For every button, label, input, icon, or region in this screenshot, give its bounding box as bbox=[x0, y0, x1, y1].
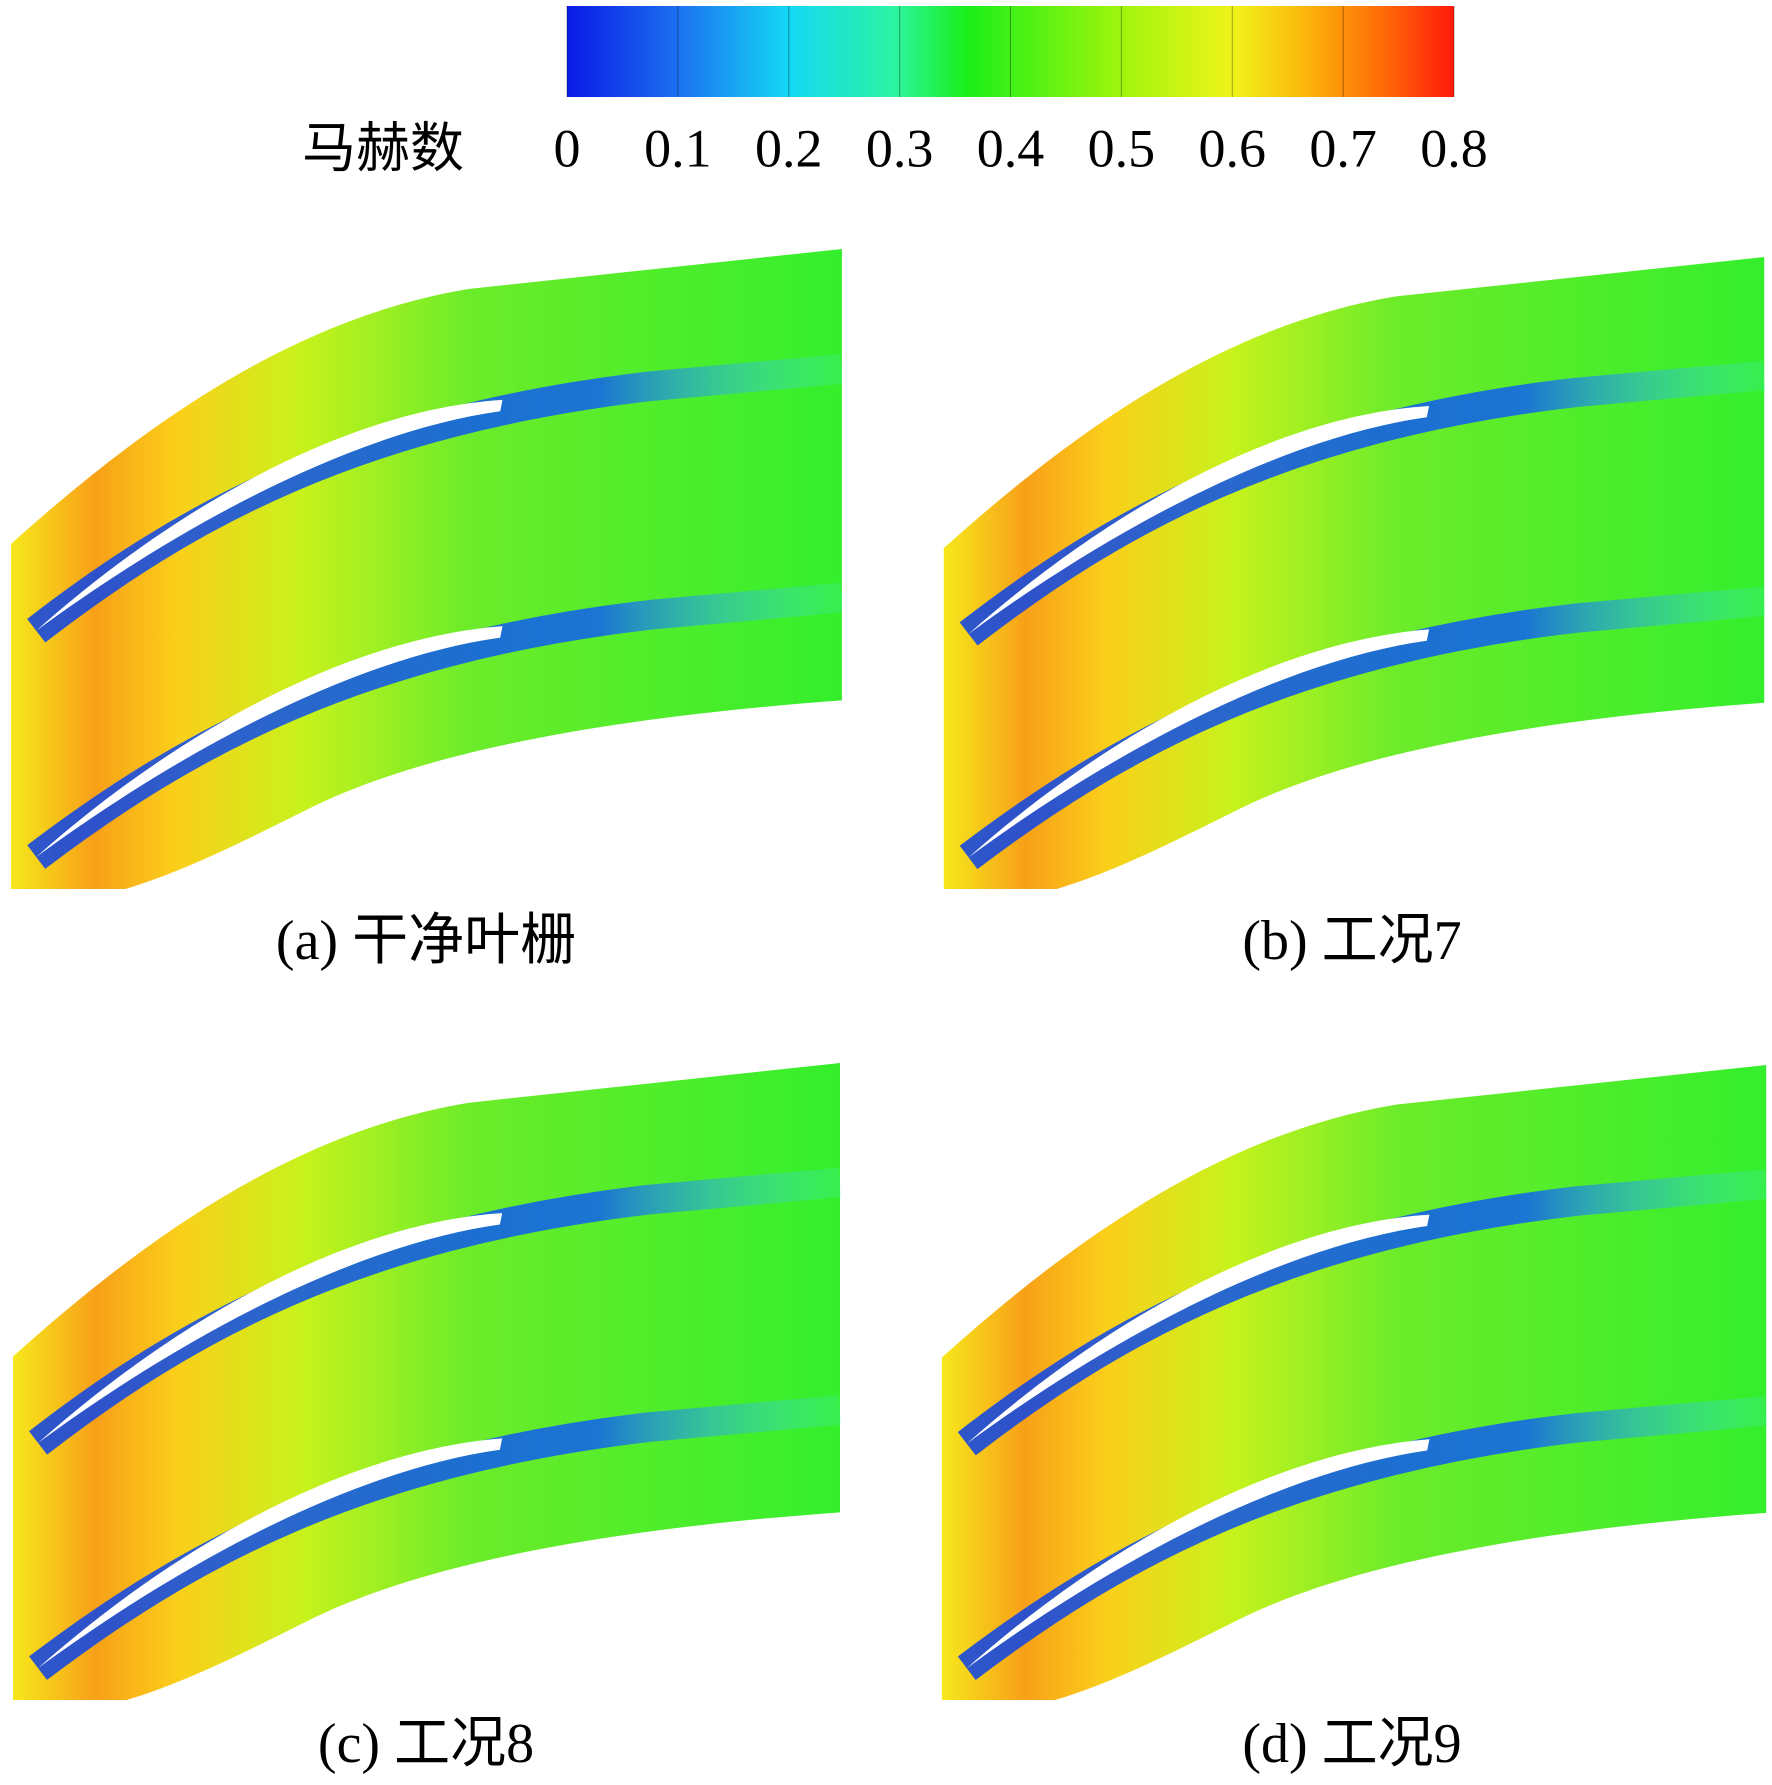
colorbar-tick-label: 0.3 bbox=[866, 118, 934, 178]
colorbar-tick-label: 0.5 bbox=[1088, 118, 1156, 178]
colorbar-label: 马赫数 bbox=[302, 118, 464, 178]
colorbar-ticks: 0 0.1 0.2 0.3 0.4 0.5 0.6 0.7 0.8 bbox=[554, 6, 1488, 178]
colorbar-tick-label: 0.8 bbox=[1420, 118, 1488, 178]
caption: (a) 干净叶栅 bbox=[276, 910, 576, 972]
panel-c bbox=[13, 1063, 840, 1700]
panel-b bbox=[944, 257, 1764, 889]
caption: (b) 工况7 bbox=[1242, 910, 1461, 972]
colorbar-tick-label: 0 bbox=[554, 118, 581, 178]
panel-a bbox=[11, 249, 842, 889]
colorbar bbox=[567, 6, 1454, 97]
colorbar-tick-label: 0.6 bbox=[1199, 118, 1267, 178]
colorbar-tick-label: 0.4 bbox=[977, 118, 1045, 178]
colorbar-tick-label: 0.2 bbox=[755, 118, 823, 178]
colorbar-tick-label: 0.7 bbox=[1309, 118, 1377, 178]
panel-d bbox=[942, 1065, 1766, 1700]
colorbar-tick-label: 0.1 bbox=[644, 118, 712, 178]
caption: (d) 工况9 bbox=[1242, 1713, 1461, 1775]
caption: (c) 工况8 bbox=[318, 1713, 534, 1775]
